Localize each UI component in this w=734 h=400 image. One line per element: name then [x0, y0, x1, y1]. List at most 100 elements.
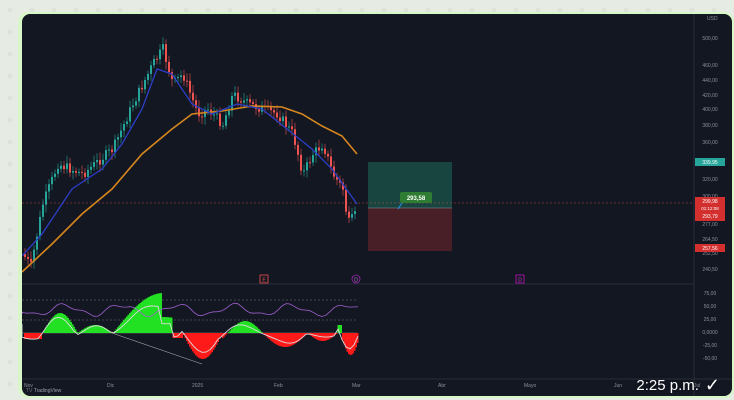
osc-bar [81, 330, 83, 333]
time-tick: Jul [694, 383, 700, 389]
candle-body [207, 109, 209, 111]
candle-body [237, 92, 239, 102]
candle-body [309, 162, 311, 164]
price-tick: 264,50 [702, 237, 718, 243]
candle-body [186, 80, 188, 82]
osc-bar [333, 333, 335, 337]
time-tick: 2025 [192, 383, 203, 389]
currency-label: USD [707, 16, 718, 22]
candle-body [48, 184, 50, 192]
candle-body [138, 87, 140, 102]
osc-bar [94, 325, 96, 333]
candle-body [108, 149, 110, 151]
osc-bar [97, 325, 99, 333]
osc-bar [87, 326, 89, 333]
osc-bar [228, 331, 230, 333]
osc-bar [33, 333, 35, 339]
osc-bar [295, 333, 297, 344]
chart-image[interactable]: 293,58 E D D USD 500,00 460,00 440,00 420,0… [22, 14, 732, 396]
osc-bar [67, 317, 69, 333]
price-tick: 277,00 [702, 222, 718, 228]
osc-bar [343, 333, 345, 345]
osc-bar [196, 333, 198, 357]
osc-bar [231, 328, 233, 333]
candle-body [102, 159, 104, 165]
event-marker-2[interactable]: D [351, 274, 361, 284]
price-tick: 240,50 [702, 267, 718, 273]
candle-body [294, 129, 296, 145]
svg-text:01:12:08: 01:12:08 [701, 206, 719, 211]
osc-bar [43, 330, 45, 333]
osc-bar [204, 333, 206, 359]
osc-bar [102, 326, 104, 333]
osc-bar [354, 333, 356, 351]
svg-text:299,98: 299,98 [702, 199, 718, 205]
time-tick: Nov [24, 383, 33, 389]
osc-bar [63, 313, 65, 333]
osc-bar [277, 333, 279, 346]
osc-bar [357, 333, 359, 343]
osc-bar [342, 333, 344, 340]
price-tick: 420,00 [702, 93, 718, 99]
osc-bar [286, 333, 288, 347]
time-tick: Mar [352, 383, 361, 389]
candle-body [300, 154, 302, 171]
svg-text:293,79: 293,79 [702, 214, 718, 220]
candle-body [99, 160, 101, 165]
event-marker-1[interactable]: E [259, 274, 269, 284]
osc-bar [345, 333, 347, 349]
candle-body [66, 163, 68, 170]
osc-bar [180, 333, 182, 338]
osc-bar [34, 333, 36, 339]
osc-bar [61, 313, 63, 333]
osc-bar [189, 333, 191, 347]
indicator-tick: -50,00 [703, 356, 717, 362]
osc-bar [340, 325, 342, 333]
price-tick: 440,00 [702, 78, 718, 84]
osc-bar [298, 333, 300, 341]
osc-bar [28, 333, 30, 339]
osc-bar [52, 316, 54, 333]
candle-body [111, 149, 113, 153]
osc-bar [187, 333, 189, 344]
osc-bar [66, 316, 68, 333]
time-axis: Nov Dic 2025 Feb Mar Abr Mayo Jun Jul [24, 383, 700, 389]
osc-bar [139, 302, 141, 333]
candle-body [252, 102, 254, 104]
candle-body [213, 114, 215, 116]
candle-body [24, 254, 26, 257]
fast-ma-line [22, 68, 358, 257]
osc-bar [30, 333, 32, 339]
candle-body [312, 155, 314, 163]
candle-body [90, 166, 92, 170]
osc-bar [282, 333, 284, 347]
candle-body [228, 110, 230, 116]
osc-bar [100, 326, 102, 333]
osc-bar [352, 333, 354, 354]
badge-green-top [695, 158, 725, 166]
price-tick: 360,00 [702, 140, 718, 146]
osc-bar [235, 324, 237, 333]
svg-text:339,95: 339,95 [702, 160, 718, 166]
candle-body [81, 171, 83, 173]
loss-zone[interactable] [368, 208, 452, 251]
osc-bar [24, 333, 26, 339]
osc-bar [328, 333, 330, 340]
candle-body [177, 77, 179, 79]
osc-bar [79, 331, 81, 333]
badge-current-price [695, 197, 725, 221]
candle-body [246, 99, 248, 101]
osc-bar [73, 326, 75, 333]
position-label: 293,58 [407, 196, 426, 202]
event-marker-3[interactable]: D [515, 274, 525, 284]
price-tick: 460,00 [702, 63, 718, 69]
candle-body [159, 49, 161, 60]
osc-bar [69, 319, 71, 333]
time-tick: Feb [274, 383, 283, 389]
osc-bar [27, 333, 29, 339]
candle-body [132, 105, 134, 108]
osc-bar [219, 333, 221, 340]
candle-body [63, 165, 65, 170]
candles-group [24, 37, 356, 269]
candle-body [57, 168, 59, 174]
